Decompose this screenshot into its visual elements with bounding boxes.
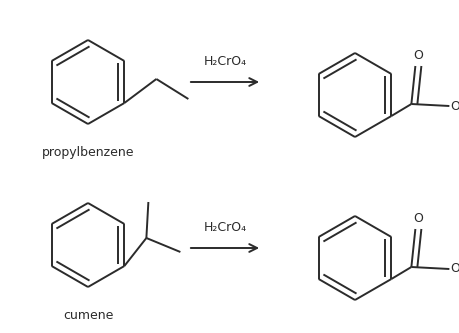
Text: propylbenzene: propylbenzene xyxy=(42,146,134,159)
Text: OH: OH xyxy=(450,262,459,275)
Text: cumene: cumene xyxy=(63,309,113,322)
Text: H₂CrO₄: H₂CrO₄ xyxy=(203,55,246,68)
Text: O: O xyxy=(414,212,423,225)
Text: OH: OH xyxy=(450,100,459,113)
Text: H₂CrO₄: H₂CrO₄ xyxy=(203,221,246,234)
Text: O: O xyxy=(414,49,423,62)
